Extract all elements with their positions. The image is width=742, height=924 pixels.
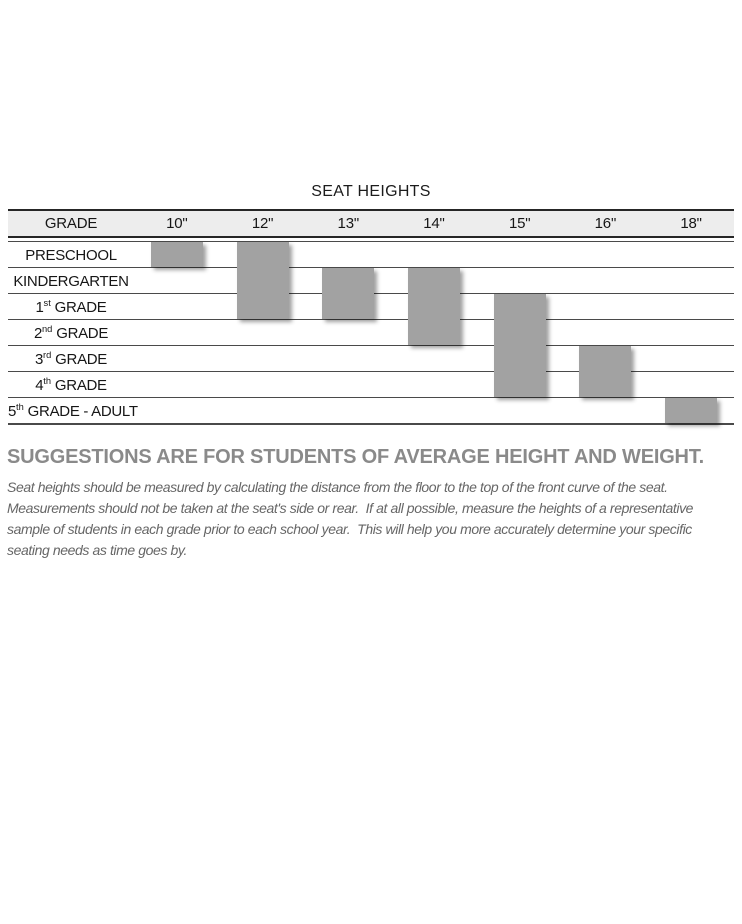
table-row-2nd-grade: 2nd GRADE — [8, 320, 734, 346]
column-header-15in: 15" — [508, 215, 531, 232]
column-header-10in: 10" — [166, 215, 188, 232]
table-row-4th-grade: 4th GRADE — [8, 372, 734, 398]
suggestions-heading: SUGGESTIONS ARE FOR STUDENTS OF AVERAGE … — [7, 446, 704, 468]
table-header-row: GRADE 10" 12" 13" 14" 15" 16" 18" — [8, 209, 734, 238]
column-header-13in: 13" — [337, 215, 360, 232]
table-body: PRESCHOOL KINDERGARTEN 1st GRADE 2nd GRA… — [8, 241, 734, 425]
grade-label: 5th GRADE - ADULT — [8, 401, 138, 420]
column-header-14in: 14" — [423, 215, 445, 232]
measurement-instructions: Seat heights should be measured by calcu… — [7, 477, 735, 561]
table-row-kindergarten: KINDERGARTEN — [8, 268, 734, 294]
grade-label: PRESCHOOL — [25, 246, 117, 264]
paragraph-line: Measurements should not be taken at the … — [7, 500, 694, 516]
footer: SUGGESTIONS ARE FOR STUDENTS OF AVERAGE … — [7, 445, 735, 561]
column-header-12in: 12" — [251, 215, 274, 232]
grade-label: 3rd GRADE — [34, 349, 108, 368]
grade-label: 4th GRADE — [35, 375, 107, 394]
table-row-1st-grade: 1st GRADE — [8, 294, 734, 320]
grade-label: 2nd GRADE — [33, 323, 109, 342]
chart-title: SEAT HEIGHTS — [311, 183, 431, 200]
paragraph-line: sample of students in each grade prior t… — [7, 521, 692, 537]
seat-heights-table: GRADE 10" 12" 13" 14" 15" 16" 18" PRESCH… — [8, 209, 734, 425]
paragraph-line: Seat heights should be measured by calcu… — [7, 479, 668, 495]
grade-label: 1st GRADE — [35, 297, 107, 316]
paragraph-line: seating needs as time goes by. — [7, 542, 187, 558]
column-header-18in: 18" — [680, 215, 702, 232]
table-row-preschool: PRESCHOOL — [8, 242, 734, 268]
table-row-5th-grade-adult: 5th GRADE - ADULT — [8, 398, 734, 424]
page: SEAT HEIGHTS GRADE 10" 12" 13" 14" 15" 1… — [0, 182, 742, 924]
column-header-16in: 16" — [594, 215, 617, 232]
grade-label: KINDERGARTEN — [13, 272, 129, 290]
grade-column-header: GRADE — [44, 215, 98, 232]
table-row-3rd-grade: 3rd GRADE — [8, 346, 734, 372]
